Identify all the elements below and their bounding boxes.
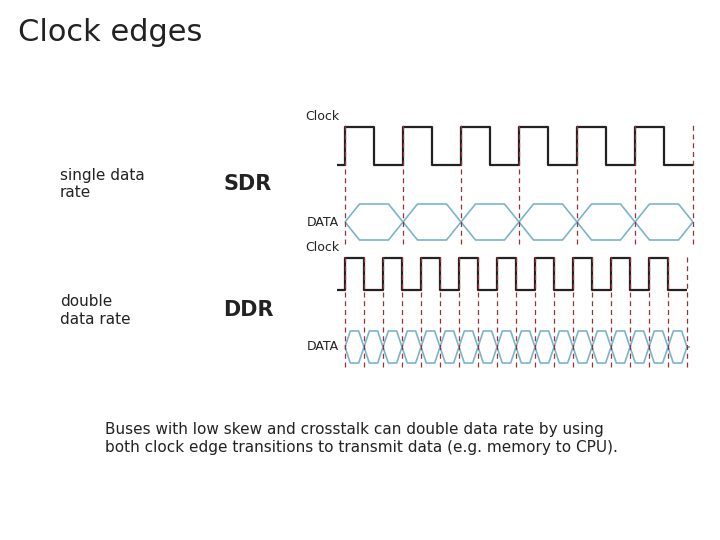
- Text: both clock edge transitions to transmit data (e.g. memory to CPU).: both clock edge transitions to transmit …: [105, 440, 618, 455]
- Text: DDR: DDR: [222, 300, 274, 321]
- Text: double
data rate: double data rate: [60, 294, 130, 327]
- Text: Clock edges: Clock edges: [18, 18, 202, 47]
- Text: single data
rate: single data rate: [60, 168, 145, 200]
- Text: Clock: Clock: [305, 110, 339, 123]
- Text: DATA: DATA: [307, 341, 339, 354]
- Text: Buses with low skew and crosstalk can double data rate by using: Buses with low skew and crosstalk can do…: [105, 422, 604, 437]
- Text: DATA: DATA: [307, 215, 339, 228]
- Text: Clock: Clock: [305, 241, 339, 254]
- Text: SDR: SDR: [224, 174, 272, 194]
